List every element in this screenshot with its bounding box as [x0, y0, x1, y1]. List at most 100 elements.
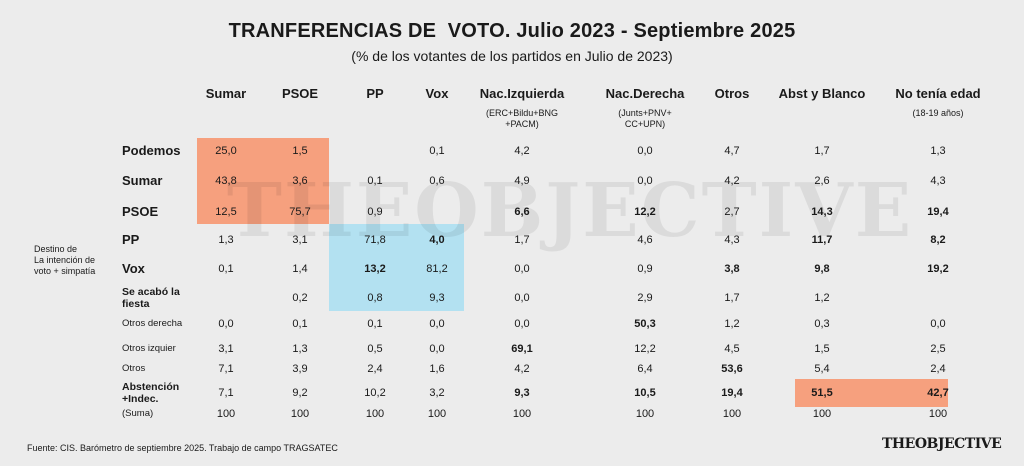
row-label: Sumar [122, 173, 163, 188]
column-header: PSOE [282, 86, 318, 101]
data-cell: 81,2 [426, 263, 448, 275]
data-cell: 4,6 [637, 234, 653, 246]
column-header-label: PP [366, 86, 384, 101]
column-header-label: Vox [425, 86, 449, 101]
row-label: Otros derecha [122, 318, 183, 329]
data-cell: 3,1 [218, 343, 234, 355]
highlight-block [329, 224, 464, 311]
data-cell: 4,3 [930, 175, 946, 187]
column-header-note: (Junts+PNV+ CC+UPN) [618, 108, 672, 129]
row-label: Vox [122, 261, 145, 276]
data-cell: 0,0 [514, 263, 530, 275]
data-cell: 1,4 [292, 263, 308, 275]
data-cell: 2,5 [930, 343, 946, 355]
side-label-line: voto + simpatía [34, 266, 96, 276]
data-cell: 3,6 [292, 175, 308, 187]
brand-logo: THEOBJECTIVE [882, 436, 1002, 452]
column-header-label: Sumar [205, 86, 247, 101]
data-cell: 3,9 [292, 363, 308, 375]
data-cell: 4,3 [724, 234, 740, 246]
data-cell: 2,7 [724, 206, 740, 218]
data-cell: 0,5 [367, 343, 383, 355]
row-label: PSOE [122, 204, 159, 219]
data-cell: 0,0 [637, 175, 653, 187]
data-cell: 0,3 [814, 318, 830, 330]
data-cell: 9,8 [814, 263, 830, 275]
data-cell: 1,3 [930, 145, 946, 157]
data-cell: 10,5 [634, 387, 656, 399]
column-header: Nac.Derecha (Junts+PNV+ CC+UPN) [606, 86, 685, 130]
side-label: Destino de La intención de voto + simpat… [34, 244, 95, 277]
data-cell: 75,7 [289, 206, 311, 218]
data-cell: 9,3 [514, 387, 530, 399]
column-header-note: (ERC+Bildu+BNG +PACM) [485, 108, 559, 129]
data-cell: 1,7 [514, 234, 530, 246]
side-label-line: La intención de [34, 255, 96, 265]
source-note: Fuente: CIS. Barómetro de septiembre 202… [27, 443, 338, 453]
data-cell: 9,2 [292, 387, 308, 399]
data-cell: 0,1 [429, 145, 445, 157]
data-cell: 4,9 [514, 175, 530, 187]
column-header-label: No tenía edad [895, 86, 981, 101]
data-cell: 12,5 [215, 206, 237, 218]
data-cell: 12,2 [634, 206, 656, 218]
data-cell: 19,4 [721, 387, 743, 399]
data-cell: 100 [722, 408, 742, 420]
data-cell: 4,2 [514, 363, 530, 375]
row-label: (Suma) [122, 408, 154, 419]
data-cell: 12,2 [634, 343, 656, 355]
data-cell: 19,4 [927, 206, 949, 218]
column-header: Abst y Blanco [779, 86, 866, 101]
column-header-label: PSOE [281, 86, 319, 101]
data-cell: 1,5 [814, 343, 830, 355]
data-cell: 13,2 [364, 263, 386, 275]
data-cell: 50,3 [634, 318, 656, 330]
data-cell: 9,3 [429, 292, 445, 304]
data-cell: 8,2 [930, 234, 946, 246]
data-cell: 4,2 [724, 175, 740, 187]
data-cell: 11,7 [811, 234, 833, 246]
data-cell: 2,4 [367, 363, 383, 375]
data-cell: 100 [812, 408, 832, 420]
column-header: Vox [426, 86, 449, 101]
side-label-line: Destino de [34, 244, 78, 254]
data-cell: 0,9 [637, 263, 653, 275]
watermark: THEOBJECTIVE [226, 168, 914, 254]
data-cell: 6,6 [514, 206, 530, 218]
row-label: Abstención +Indec. [122, 381, 180, 405]
data-cell: 1,2 [724, 318, 740, 330]
data-cell: 10,2 [364, 387, 386, 399]
data-cell: 14,3 [811, 206, 833, 218]
data-cell: 0,0 [637, 145, 653, 157]
data-cell: 7,1 [218, 363, 234, 375]
data-cell: 1,2 [814, 292, 830, 304]
data-cell: 43,8 [215, 175, 237, 187]
column-header-label: Abst y Blanco [778, 86, 866, 101]
data-cell: 0,0 [429, 318, 445, 330]
column-header: PP [366, 86, 383, 101]
row-label: Podemos [122, 143, 181, 158]
column-header-label: Otros [714, 86, 750, 101]
data-cell: 100 [365, 408, 385, 420]
data-cell: 3,1 [292, 234, 308, 246]
data-cell: 1,3 [292, 343, 308, 355]
data-cell: 3,2 [429, 387, 445, 399]
data-cell: 71,8 [364, 234, 386, 246]
data-cell: 0,1 [292, 318, 308, 330]
data-cell: 7,1 [218, 387, 234, 399]
chart-title: TRANFERENCIAS DE VOTO. Julio 2023 - Sept… [228, 20, 796, 42]
data-cell: 100 [928, 408, 948, 420]
row-label: Otros [122, 363, 146, 374]
data-cell: 0,1 [367, 318, 383, 330]
data-cell: 6,4 [637, 363, 653, 375]
data-cell: 100 [512, 408, 532, 420]
row-label: Se acabó la fiesta [122, 286, 180, 310]
highlight-block [795, 379, 948, 407]
data-cell: 1,7 [724, 292, 740, 304]
data-cell: 0,0 [930, 318, 946, 330]
column-header: No tenía edad (18-19 años) [895, 86, 980, 119]
data-cell: 4,7 [724, 145, 740, 157]
data-cell: 3,8 [724, 263, 740, 275]
column-header-note: (18-19 años) [912, 108, 964, 118]
row-label: PP [122, 232, 140, 247]
